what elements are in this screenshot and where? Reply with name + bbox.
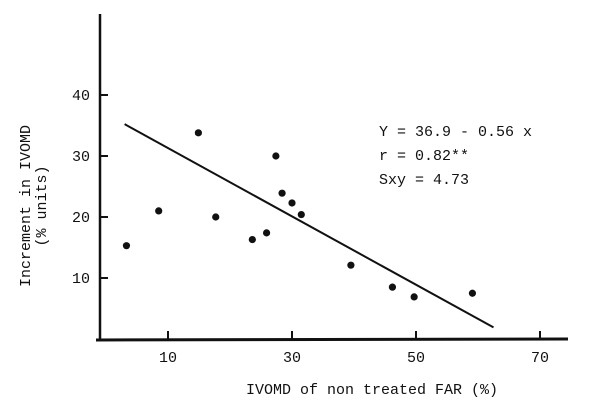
data-point — [262, 229, 271, 237]
data-point — [248, 235, 256, 244]
annotation-r: r = 0.82** — [379, 148, 469, 165]
y-tick-label: 10 — [72, 271, 90, 288]
regression-line — [124, 123, 494, 329]
data-point — [468, 289, 477, 297]
x-tick-label: 10 — [159, 350, 177, 367]
data-point — [288, 199, 296, 207]
data-point — [155, 207, 163, 215]
data-point — [347, 261, 355, 269]
x-tick-label: 70 — [531, 350, 549, 367]
y-tick-label: 30 — [72, 149, 90, 166]
y-tick-label: 20 — [72, 210, 90, 227]
data-point — [212, 213, 220, 221]
annotation-sxy: Sxy = 4.73 — [379, 172, 469, 189]
data-point — [194, 129, 202, 137]
x-axis — [95, 337, 569, 342]
x-tick-label: 50 — [407, 350, 425, 367]
data-point — [122, 242, 131, 250]
x-tick-label: 30 — [283, 350, 301, 367]
data-point — [278, 189, 286, 197]
data-point — [410, 293, 418, 301]
y-axis-label: Increment in IVOMD — [18, 125, 35, 287]
y-axis-label-unit: (% units) — [34, 165, 51, 246]
x-axis-label: IVOMD of non treated FAR (%) — [246, 382, 498, 399]
annotation-equation: Y = 36.9 - 0.56 x — [379, 124, 532, 141]
data-point — [388, 283, 397, 291]
y-tick-label: 40 — [72, 88, 90, 105]
data-point — [272, 152, 280, 160]
data-point — [297, 210, 305, 219]
